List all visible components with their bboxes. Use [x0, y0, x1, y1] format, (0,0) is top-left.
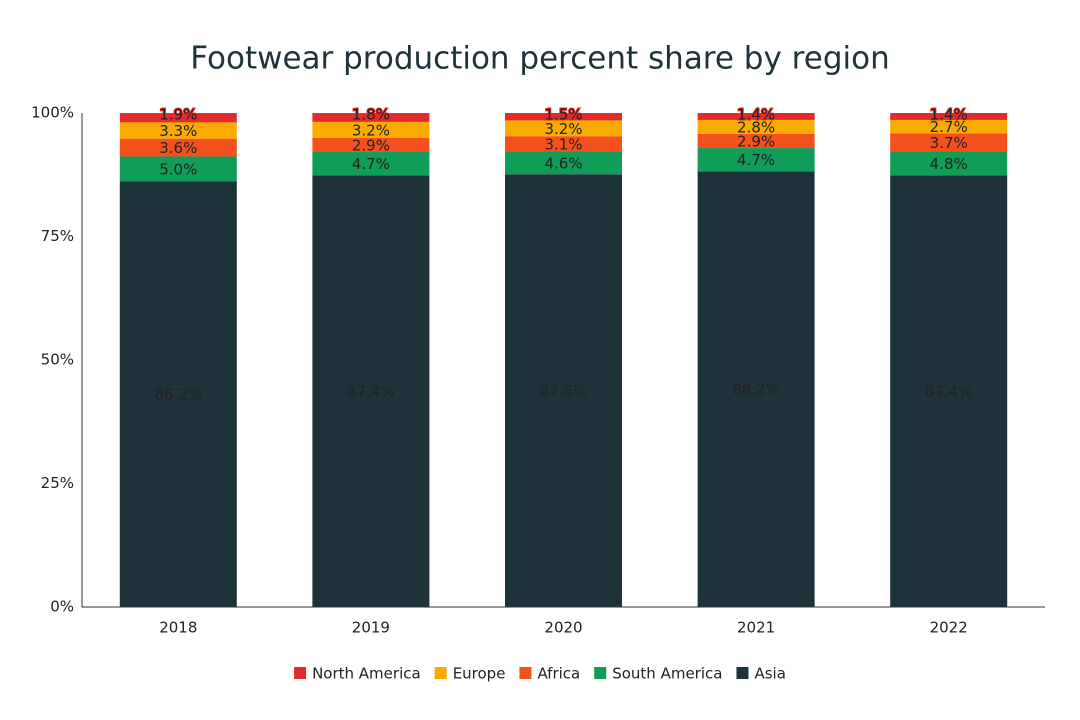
bar-segment	[119, 181, 237, 607]
bar-segment	[697, 113, 815, 120]
legend-swatch	[736, 667, 749, 679]
x-tick-label: 2022	[930, 619, 968, 637]
bar-segment	[697, 119, 815, 134]
bar-segment	[119, 122, 237, 139]
legend-swatch	[519, 667, 532, 679]
legend-swatch	[594, 667, 607, 679]
data-label: 87.6%	[540, 382, 588, 400]
data-label: 4.6%	[544, 154, 582, 172]
bar-segment	[890, 175, 1008, 607]
legend-label: Europe	[453, 665, 506, 683]
data-label: 1.4%	[930, 106, 968, 124]
legend-swatch	[294, 667, 307, 679]
data-label: 87.4%	[925, 383, 973, 401]
x-tick-label: 2018	[159, 619, 197, 637]
bar-segment	[312, 121, 430, 138]
legend-label: Asia	[754, 665, 785, 683]
bar-segment	[505, 120, 622, 137]
bar-segment	[119, 138, 237, 157]
data-label: 1.9%	[159, 106, 197, 124]
data-label: 87.4%	[347, 383, 395, 401]
data-label: 88.2%	[732, 381, 780, 399]
bar-segment	[312, 137, 430, 153]
y-tick-label: 0%	[50, 598, 74, 616]
bar-segment	[890, 151, 1008, 176]
data-label: 4.8%	[930, 155, 968, 173]
y-tick-label: 100%	[31, 104, 74, 122]
data-label: 86.2%	[154, 386, 202, 404]
data-label: 3.6%	[159, 139, 197, 157]
legend-label: Africa	[537, 665, 580, 683]
y-tick-label: 75%	[41, 227, 74, 245]
data-label: 2.9%	[352, 136, 390, 154]
legend-label: North America	[312, 665, 421, 683]
bar-segment	[890, 119, 1008, 134]
x-tick-label: 2021	[737, 619, 775, 637]
y-tick-label: 50%	[41, 351, 74, 369]
bar-segment	[312, 113, 430, 122]
bar-segment	[312, 152, 430, 176]
bar-segment	[697, 171, 815, 608]
y-tick-label: 25%	[41, 474, 74, 492]
bar-segment	[890, 113, 1008, 120]
chart-title: Footwear production percent share by reg…	[190, 41, 889, 77]
data-label: 1.5%	[544, 106, 582, 124]
data-label: 2.9%	[737, 132, 775, 150]
bar-segment	[697, 148, 815, 172]
data-label: 1.8%	[352, 106, 390, 124]
data-label: 4.7%	[352, 155, 390, 173]
data-label: 4.7%	[737, 151, 775, 169]
legend-label: South America	[612, 665, 722, 683]
data-label: 3.1%	[544, 135, 582, 153]
bar-segment	[505, 136, 622, 152]
legend-swatch	[434, 667, 447, 679]
data-label: 3.7%	[930, 134, 968, 152]
bar-segment	[697, 133, 815, 149]
bar-segment	[119, 113, 237, 123]
bar-segment	[505, 113, 622, 121]
data-label: 2.8%	[737, 118, 775, 136]
data-label: 3.2%	[544, 120, 582, 138]
bar-segment	[505, 151, 622, 175]
data-label: 3.2%	[352, 121, 390, 139]
data-label: 3.3%	[159, 122, 197, 140]
bar-segment	[505, 174, 622, 608]
data-label: 1.4%	[737, 106, 775, 124]
data-label: 2.7%	[930, 118, 968, 136]
x-tick-label: 2020	[544, 619, 582, 637]
bar-segment	[312, 175, 430, 607]
data-label: 5.0%	[159, 160, 197, 178]
x-tick-label: 2019	[352, 619, 390, 637]
bar-segment	[890, 133, 1008, 152]
bar-segment	[119, 156, 237, 182]
